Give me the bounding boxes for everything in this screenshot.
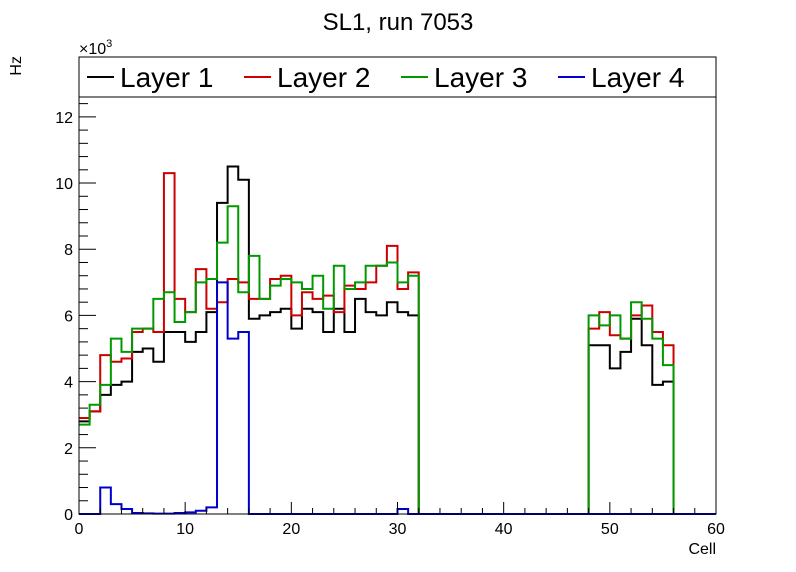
legend-label-4: Layer 4 (591, 62, 684, 93)
series-line-1 (79, 165, 716, 515)
y-axis-multiplier-exponent: 3 (106, 38, 112, 50)
x-axis-label: Cell (688, 541, 716, 558)
y-tick-label: 2 (64, 441, 73, 458)
x-tick-label: 60 (707, 521, 725, 538)
y-axis-tick-labels: 0 2 4 6 8 10 12 (55, 110, 73, 524)
legend-box (78, 56, 717, 98)
y-axis-multiplier: ×103 (79, 38, 112, 58)
y-tick-label: 4 (64, 375, 73, 392)
legend-label-3: Layer 3 (434, 62, 527, 93)
y-axis-multiplier-base: ×10 (79, 41, 106, 58)
legend-entries: Layer 1 Layer 2 Layer 3 Layer 4 (87, 62, 684, 93)
y-axis-label: Hz (8, 56, 25, 76)
x-tick-label: 0 (75, 521, 84, 538)
y-tick-label: 8 (64, 242, 73, 259)
x-tick-label: 20 (282, 521, 300, 538)
y-tick-label: 6 (64, 308, 73, 325)
y-tick-label: 12 (55, 110, 73, 127)
legend: Layer 1 Layer 2 Layer 3 Layer 4 (78, 56, 717, 98)
x-tick-label: 10 (176, 521, 194, 538)
y-tick-label: 10 (55, 176, 73, 193)
series-line-3 (79, 205, 716, 515)
legend-label-2: Layer 2 (277, 62, 370, 93)
x-tick-label: 40 (495, 521, 513, 538)
y-tick-label: 0 (64, 507, 73, 524)
x-tick-label: 30 (389, 521, 407, 538)
legend-label-1: Layer 1 (120, 62, 213, 93)
x-axis-tick-labels: 0 10 20 30 40 50 60 (75, 521, 725, 538)
x-axis-ticks (78, 502, 717, 514)
y-axis-ticks (79, 103, 96, 515)
chart-title: SL1, run 7053 (323, 9, 474, 36)
x-tick-label: 50 (601, 521, 619, 538)
